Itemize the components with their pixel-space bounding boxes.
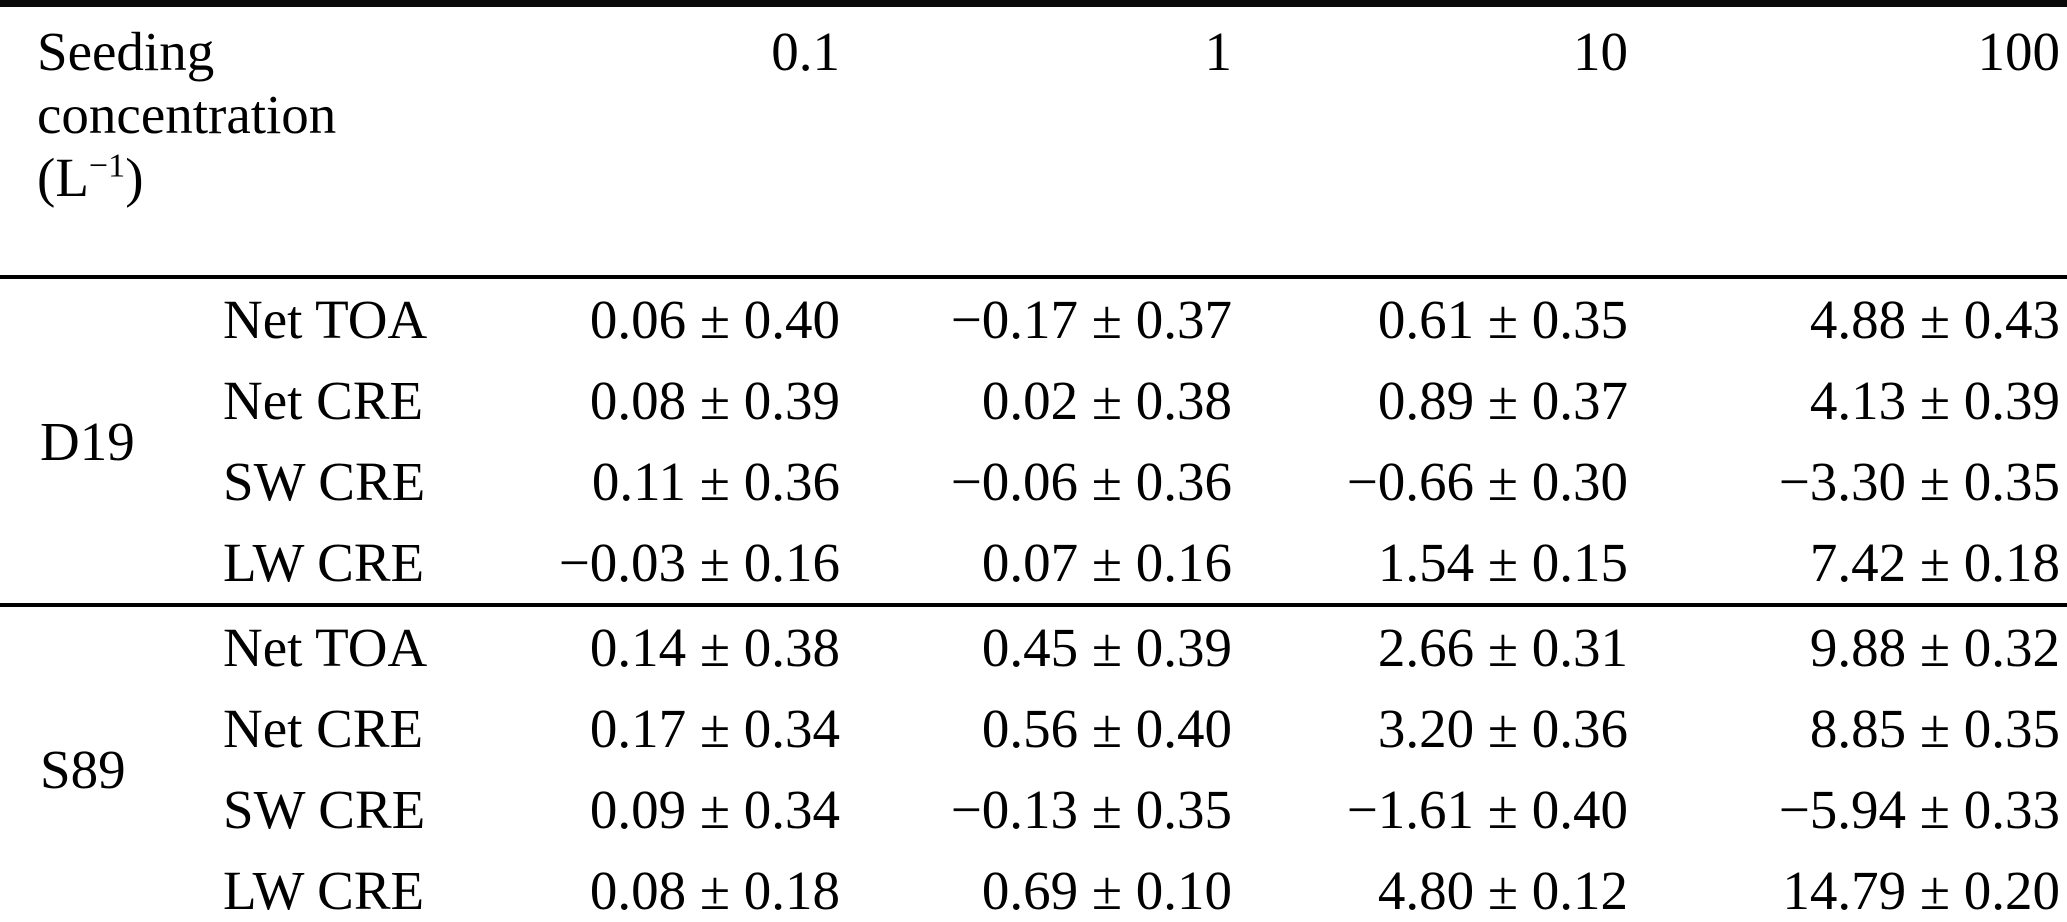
cell-value: 0.17 ± 0.34 [589,698,840,759]
cell-value: 0.06 ± 0.40 [589,289,840,350]
cell-value: 0.02 ± 0.38 [981,370,1232,431]
column-header-100: 100 [1628,7,2067,279]
cell-value: 0.56 ± 0.40 [981,698,1232,759]
header-label-cell: Seeding concentration (L−1) [0,7,450,279]
cell-value: 4.88 ± 0.43 [1809,289,2060,350]
table-row: Net CRE 0.17 ± 0.34 0.56 ± 0.40 3.20 ± 0… [0,688,2067,769]
table-row: Net CRE 0.08 ± 0.39 0.02 ± 0.38 0.89 ± 0… [0,360,2067,441]
unit-open: (L [37,147,89,208]
row-label: Net TOA [223,289,428,350]
header-row: Seeding concentration (L−1) 0.1 1 10 100 [0,7,2067,279]
table-row: SW CRE 0.11 ± 0.36 −0.06 ± 0.36 −0.66 ± … [0,441,2067,522]
table-row: LW CRE −0.03 ± 0.16 0.07 ± 0.16 1.54 ± 0… [0,522,2067,607]
cell-value: 9.88 ± 0.32 [1809,617,2060,678]
cell-value: −3.30 ± 0.35 [1778,451,2060,512]
table-row: SW CRE 0.09 ± 0.34 −0.13 ± 0.35 −1.61 ± … [0,769,2067,850]
cell-value: 0.11 ± 0.36 [591,451,840,512]
cell-value: 0.89 ± 0.37 [1377,370,1628,431]
cell-value: −0.17 ± 0.37 [950,289,1232,350]
cell-value: −1.61 ± 0.40 [1346,779,1628,840]
row-label: Net CRE [223,370,424,431]
cell-value: −0.13 ± 0.35 [950,779,1232,840]
row-label: SW CRE [223,779,426,840]
table-header: Seeding concentration (L−1) 0.1 1 10 100 [0,7,2067,279]
column-header-1: 1 [840,7,1232,279]
cell-value: 4.80 ± 0.12 [1377,860,1628,921]
unit-exponent: −1 [88,147,126,185]
cell-value: 0.08 ± 0.18 [589,860,840,921]
header-label-line1: Seeding [37,21,215,82]
cell-value: 0.45 ± 0.39 [981,617,1232,678]
cell-value: −0.66 ± 0.30 [1346,451,1628,512]
row-label: Net CRE [223,698,424,759]
table-row: S89 Net TOA 0.14 ± 0.38 0.45 ± 0.39 2.66… [0,607,2067,797]
header-label-unit: (L−1) [37,146,450,209]
table-row: D19 Net TOA 0.06 ± 0.40 −0.17 ± 0.37 0.6… [0,279,2067,607]
cell-value: 0.08 ± 0.39 [589,370,840,431]
cell-value: −0.03 ± 0.16 [450,522,840,607]
cell-value: 2.66 ± 0.31 [1377,617,1628,678]
unit-close: ) [125,147,144,208]
cell-value: −0.06 ± 0.36 [950,451,1232,512]
group-label-d19: D19 [0,279,190,607]
cell-value: −5.94 ± 0.33 [1778,779,2060,840]
cell-value: 1.54 ± 0.15 [1232,522,1628,607]
cell-value: 3.20 ± 0.36 [1377,698,1628,759]
column-header-0-1: 0.1 [450,7,840,279]
cell-value: 7.42 ± 0.18 [1628,522,2067,607]
row-label: LW CRE [190,522,450,607]
group-s89: S89 Net TOA 0.14 ± 0.38 0.45 ± 0.39 2.66… [0,607,2067,922]
cell-value: 4.13 ± 0.39 [1809,370,2060,431]
group-d19: D19 Net TOA 0.06 ± 0.40 −0.17 ± 0.37 0.6… [0,279,2067,607]
cell-value: 0.07 ± 0.16 [840,522,1232,607]
cell-value: 0.09 ± 0.34 [589,779,840,840]
column-header-10: 10 [1232,7,1628,279]
cell-value: 0.61 ± 0.35 [1377,289,1628,350]
row-label: SW CRE [223,451,426,512]
cell-value: 0.14 ± 0.38 [589,617,840,678]
cell-value: 8.85 ± 0.35 [1809,698,2060,759]
row-label: Net TOA [223,617,428,678]
cell-value: 0.69 ± 0.10 [981,860,1232,921]
cell-value: 14.79 ± 0.20 [1782,860,2060,921]
row-label: LW CRE [223,860,425,921]
table-row: LW CRE 0.08 ± 0.18 0.69 ± 0.10 4.80 ± 0.… [0,850,2067,922]
group-label-s89: S89 [40,738,126,800]
header-label-line2: concentration [37,84,337,145]
